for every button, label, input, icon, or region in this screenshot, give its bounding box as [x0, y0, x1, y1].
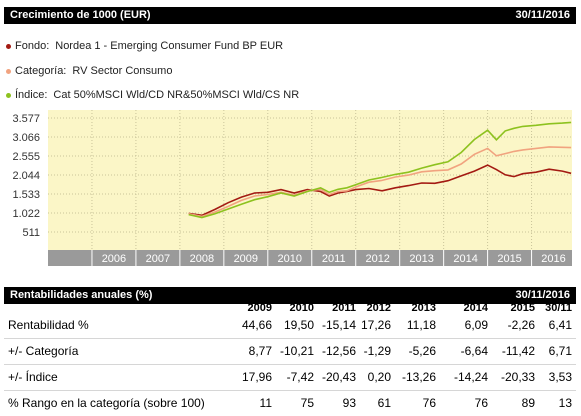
x-tick-label: 2013 — [409, 253, 433, 265]
x-tick-label: 2015 — [497, 253, 521, 265]
fund-dot-icon — [6, 43, 11, 49]
legend-index-key: Índice: — [15, 89, 48, 101]
return-cell: -20,33 — [500, 370, 535, 384]
x-tick-label: 2009 — [234, 253, 258, 265]
row-divider — [4, 390, 576, 391]
year-header: 2010 — [289, 302, 314, 314]
series-line-fondo — [188, 164, 572, 217]
x-tick-label: 2011 — [322, 253, 346, 265]
return-cell: 44,66 — [241, 318, 272, 332]
x-tick-label: 2006 — [102, 253, 126, 265]
return-cell: -20,43 — [321, 370, 356, 384]
return-cell: 13 — [558, 396, 572, 410]
row-label: +/- Categoría — [8, 344, 79, 358]
return-cell: 0,20 — [367, 370, 391, 384]
x-axis-band — [48, 250, 572, 266]
growth-date: 30/11/2016 — [515, 9, 570, 21]
year-header: 2012 — [366, 302, 391, 314]
y-tick-label: 3.577 — [12, 113, 40, 125]
legend-category: Categoría: RV Sector Consumo — [6, 65, 172, 77]
return-cell: 89 — [521, 396, 535, 410]
y-tick-label: 1.533 — [12, 189, 40, 201]
y-tick-label: 511 — [22, 227, 40, 239]
y-tick-label: 2.044 — [12, 170, 40, 182]
plot-area — [48, 110, 572, 250]
return-cell: 93 — [342, 396, 356, 410]
year-header: 2013 — [411, 302, 436, 314]
legend-fund-key: Fondo: — [15, 40, 50, 52]
return-cell: 76 — [474, 396, 488, 410]
return-cell: -12,56 — [321, 344, 356, 358]
return-cell: 3,53 — [548, 370, 572, 384]
return-cell: 6,09 — [464, 318, 488, 332]
legend-category-key: Categoría: — [15, 65, 67, 77]
y-tick-label: 2.555 — [12, 151, 40, 163]
returns-date: 30/11/2016 — [515, 289, 570, 301]
returns-row-rentabilidad: Rentabilidad % 44,66 19,50 -15,14 17,26 … — [4, 318, 576, 338]
return-cell: 8,77 — [248, 344, 272, 358]
return-cell: -13,26 — [401, 370, 436, 384]
legend-category-value: RV Sector Consumo — [72, 65, 173, 77]
x-tick-label: 2010 — [278, 253, 302, 265]
return-cell: 61 — [377, 396, 391, 410]
return-cell: -1,29 — [363, 344, 391, 358]
index-dot-icon — [6, 92, 11, 98]
return-cell: -14,24 — [453, 370, 488, 384]
return-cell: 6,41 — [548, 318, 572, 332]
legend-fund-value: Nordea 1 - Emerging Consumer Fund BP EUR — [55, 40, 284, 52]
return-cell: 6,71 — [548, 344, 572, 358]
return-cell: 17,26 — [360, 318, 391, 332]
return-cell: -11,42 — [501, 344, 535, 358]
year-header: 30/11 — [545, 302, 572, 314]
return-cell: 11,18 — [406, 318, 436, 332]
row-label: % Rango en la categoría (sobre 100) — [8, 396, 205, 410]
returns-header: Rentabilidades anuales (%) 30/11/2016 — [4, 287, 576, 304]
returns-row-rango: % Rango en la categoría (sobre 100) 11 7… — [4, 396, 576, 416]
return-cell: -2,26 — [507, 318, 535, 332]
return-cell: -5,26 — [408, 344, 436, 358]
returns-row-indice: +/- Índice 17,96 -7,42 -20,43 0,20 -13,2… — [4, 370, 576, 390]
series-line-ndice — [188, 121, 572, 219]
return-cell: 17,96 — [241, 370, 272, 384]
return-cell: 19,50 — [283, 318, 314, 332]
returns-year-header: 2009 2010 2011 2012 2013 2014 2015 30/11 — [4, 302, 576, 314]
category-dot-icon — [6, 68, 11, 74]
row-label: +/- Índice — [8, 370, 58, 384]
year-header: 2009 — [247, 302, 272, 314]
return-cell: 11 — [259, 396, 272, 410]
returns-row-categoria: +/- Categoría 8,77 -10,21 -12,56 -1,29 -… — [4, 344, 576, 364]
legend-index-value: Cat 50%MSCI Wld/CD NR&50%MSCI Wld/CS NR — [53, 89, 300, 101]
growth-header: Crecimiento de 1000 (EUR) 30/11/2016 — [4, 7, 576, 24]
row-divider — [4, 364, 576, 365]
return-cell: 76 — [422, 396, 436, 410]
series-line-categora — [188, 146, 572, 218]
year-header: 2014 — [463, 302, 488, 314]
row-label: Rentabilidad % — [8, 318, 89, 332]
x-tick-label: 2016 — [541, 253, 565, 265]
growth-title: Crecimiento de 1000 (EUR) — [10, 9, 151, 21]
x-tick-label: 2007 — [146, 253, 170, 265]
return-cell: 75 — [300, 396, 314, 410]
y-tick-label: 1.022 — [12, 208, 40, 220]
return-cell: -10,21 — [279, 344, 314, 358]
growth-chart: 3.577 3.066 2.555 2.044 1.533 1.022 511 2006 200… — [4, 108, 576, 268]
x-tick-label: 2008 — [190, 253, 214, 265]
legend-fund: Fondo: Nordea 1 - Emerging Consumer Fund … — [6, 40, 283, 52]
year-header: 2011 — [332, 302, 356, 314]
y-tick-label: 3.066 — [12, 132, 40, 144]
legend-index: Índice: Cat 50%MSCI Wld/CD NR&50%MSCI Wld… — [6, 89, 299, 101]
x-tick-label: 2012 — [365, 253, 389, 265]
return-cell: -7,42 — [286, 370, 314, 384]
year-header: 2015 — [510, 302, 535, 314]
return-cell: -6,64 — [460, 344, 488, 358]
x-tick-label: 2014 — [453, 253, 477, 265]
return-cell: -15,14 — [321, 318, 356, 332]
returns-title: Rentabilidades anuales (%) — [10, 289, 153, 301]
row-divider — [4, 338, 576, 339]
